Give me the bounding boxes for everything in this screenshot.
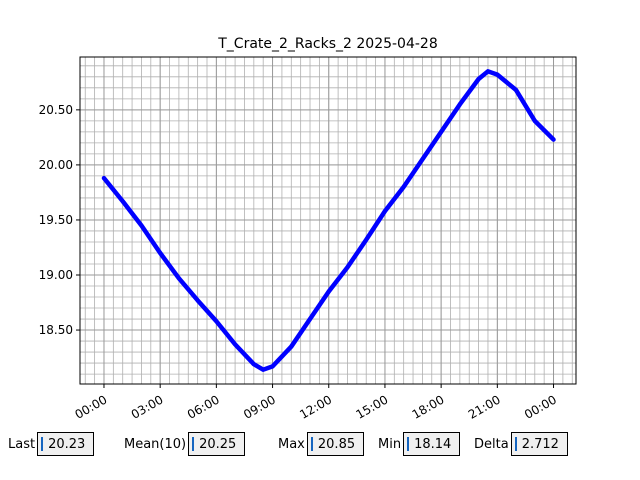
chart-title: T_Crate_2_Racks_2 2025-04-28 [217,36,438,52]
y-tick-label: 20.50 [39,103,73,117]
stat-label: Last [8,436,36,452]
stat-value[interactable]: 20.25 [188,432,246,456]
x-tick-label: 15:00 [353,392,390,421]
y-tick-label: 20.00 [39,158,73,172]
x-tick-label: 09:00 [241,392,278,421]
stat-label: Delta [474,436,509,452]
stat-value[interactable]: 18.14 [403,432,461,456]
x-tick-label: 03:00 [129,392,166,421]
y-tick-label: 19.50 [39,213,73,227]
stat: Last 20.23 [8,432,95,456]
stat: Min 18.14 [378,432,461,456]
stat-label: Mean(10) [124,436,187,452]
plot [101,69,556,372]
stat: Mean(10) 20.25 [124,432,246,456]
x-tick-label: 00:00 [73,392,110,421]
series-line [101,69,556,372]
x-tick-label: 00:00 [522,392,559,421]
chart: T_Crate_2_Racks_2 2025-04-28 18.50 19.00 1… [39,36,577,422]
stat-value[interactable]: 20.23 [37,432,95,456]
x-tick-label: 21:00 [466,392,503,421]
stat-value[interactable]: 20.85 [306,432,365,456]
y-tick-label: 18.50 [39,323,73,337]
stat: Max 20.85 [278,432,365,456]
stats-bar: Last 20.23 Mean(10) 20.25 Max 20.85 Min 18.14 De… [0,432,640,456]
grid [80,57,576,384]
stat-label: Max [278,436,305,452]
x-tick-label: 06:00 [185,392,222,421]
stat-label: Min [378,436,402,452]
stat-value[interactable]: 2.712 [510,432,568,456]
y-tick-label: 19.00 [39,268,73,282]
stat: Delta 2.712 [474,432,568,456]
plot-frame [79,56,577,385]
x-tick-label: 12:00 [297,392,334,421]
x-tick-label: 18:00 [410,392,447,421]
